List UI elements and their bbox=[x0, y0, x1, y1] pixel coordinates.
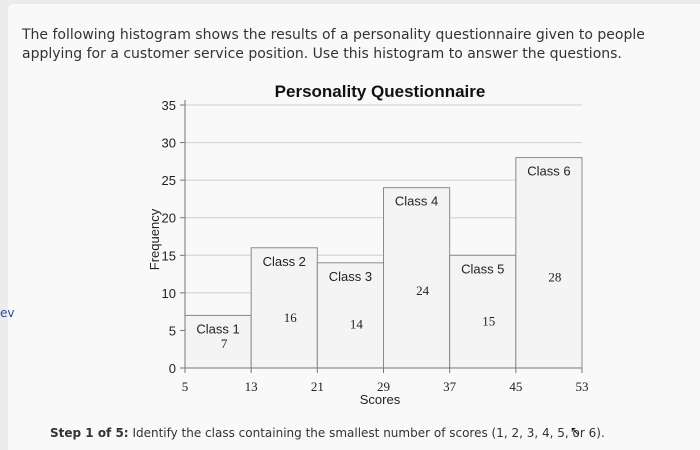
bar-value-label: 24 bbox=[416, 283, 430, 298]
histogram-bar bbox=[449, 254, 517, 369]
bar-class-label: Class 2 bbox=[263, 254, 306, 269]
bar-class-label: Class 4 bbox=[395, 194, 438, 209]
y-tick-label: 25 bbox=[162, 173, 176, 188]
y-tick-label: 35 bbox=[162, 98, 176, 113]
bar-class-label: Class 6 bbox=[527, 164, 570, 179]
y-tick-label: 10 bbox=[162, 286, 176, 301]
bar-class-label: Class 1 bbox=[196, 321, 239, 336]
x-tick-label: 37 bbox=[443, 379, 457, 394]
x-tick-label: 45 bbox=[509, 379, 522, 394]
y-tick-label: 30 bbox=[162, 136, 176, 151]
x-tick-label: 5 bbox=[182, 379, 189, 394]
bar-class-label: Class 5 bbox=[461, 261, 504, 276]
bar-value-label: 16 bbox=[284, 310, 298, 325]
histogram-bar bbox=[515, 157, 583, 369]
bar-value-label: 7 bbox=[221, 336, 228, 351]
question-text: The following histogram shows the result… bbox=[22, 27, 645, 62]
y-tick-label: 15 bbox=[162, 248, 176, 263]
mouse-cursor-icon: ↖ bbox=[570, 424, 581, 438]
x-axis-label: Scores bbox=[359, 392, 401, 407]
bar-class-label: Class 3 bbox=[329, 269, 372, 284]
histogram-bar bbox=[250, 247, 318, 369]
step-label: Step 1 of 5: bbox=[50, 426, 129, 440]
x-tick-label: 21 bbox=[311, 379, 324, 394]
step-body: Identify the class containing the smalle… bbox=[132, 426, 605, 440]
y-axis-label: Frequency bbox=[147, 208, 163, 271]
step-instruction: Step 1 of 5: Identify the class containi… bbox=[50, 426, 605, 440]
x-tick-label: 53 bbox=[576, 379, 589, 394]
histogram-bar bbox=[316, 262, 385, 369]
bar-value-label: 14 bbox=[350, 317, 364, 332]
histogram-bar bbox=[383, 187, 451, 369]
page-card bbox=[8, 4, 700, 450]
y-tick-label: 0 bbox=[169, 361, 176, 376]
x-tick-label: 29 bbox=[377, 379, 390, 394]
y-tick-label: 5 bbox=[169, 323, 176, 338]
y-tick-label: 20 bbox=[162, 211, 176, 226]
bar-value-label: 28 bbox=[548, 269, 561, 284]
left-edge-mark: ev bbox=[0, 306, 15, 320]
bar-value-label: 15 bbox=[482, 313, 495, 328]
x-tick-label: 13 bbox=[245, 379, 258, 394]
chart-title: Personality Questionnaire bbox=[274, 82, 486, 101]
